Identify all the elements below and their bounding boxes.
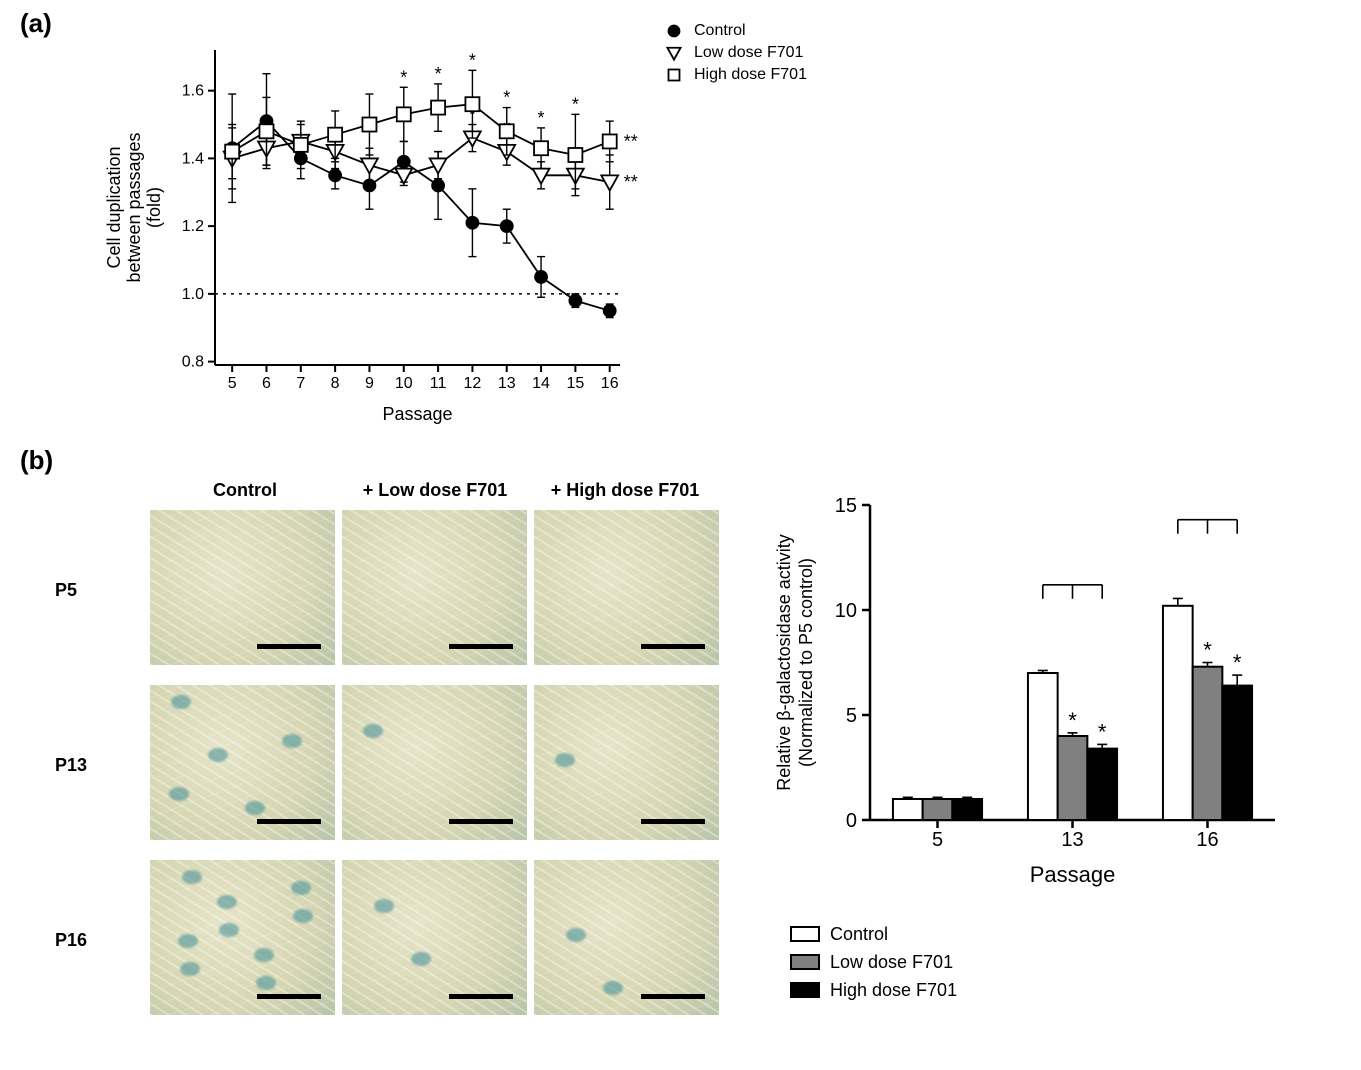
svg-text:Passage: Passage bbox=[382, 404, 452, 424]
legend-label: Low dose F701 bbox=[830, 952, 953, 973]
svg-text:0.8: 0.8 bbox=[182, 354, 204, 371]
panel-b-bar-chart: 0 5 10 15 Relative β-galactosidase activity(… bbox=[770, 490, 1290, 890]
svg-text:16: 16 bbox=[1196, 829, 1218, 851]
legend-swatch bbox=[790, 982, 820, 998]
svg-text:10: 10 bbox=[835, 600, 857, 622]
micrograph-image bbox=[342, 860, 527, 1015]
micrograph-row-label: P16 bbox=[55, 930, 87, 951]
svg-text:**: ** bbox=[624, 172, 638, 192]
svg-text:9: 9 bbox=[365, 375, 374, 392]
legend-item: Low dose F701 bbox=[660, 42, 807, 64]
micrograph-image bbox=[342, 510, 527, 665]
panel-b-label: (b) bbox=[20, 445, 53, 476]
micrograph-column-headers: Control+ Low dose F701+ High dose F701 bbox=[150, 480, 725, 501]
svg-text:13: 13 bbox=[1061, 829, 1083, 851]
micrograph-row-label: P13 bbox=[55, 755, 87, 776]
svg-text:10: 10 bbox=[395, 375, 413, 392]
svg-text:*: * bbox=[572, 94, 579, 114]
legend-label: High dose F701 bbox=[694, 66, 807, 84]
scale-bar bbox=[449, 644, 513, 649]
figure-root: (a) (b) 0.8 1.0 1.2 1.4 1.6 5 6 7 8 9 10 11 12 13 14 15… bbox=[0, 0, 1361, 1070]
svg-text:1.0: 1.0 bbox=[182, 286, 204, 303]
svg-text:Cell duplication: Cell duplication bbox=[104, 146, 124, 268]
svg-text:8: 8 bbox=[331, 375, 340, 392]
micrograph-image bbox=[150, 510, 335, 665]
scale-bar bbox=[641, 644, 705, 649]
micrograph-row-label: P5 bbox=[55, 580, 77, 601]
svg-text:15: 15 bbox=[566, 375, 584, 392]
scale-bar bbox=[449, 819, 513, 824]
svg-text:1.4: 1.4 bbox=[182, 150, 204, 167]
legend-label: Low dose F701 bbox=[694, 44, 803, 62]
svg-text:*: * bbox=[1068, 708, 1077, 733]
svg-text:Passage: Passage bbox=[1030, 862, 1116, 887]
svg-text:5: 5 bbox=[846, 705, 857, 727]
panel-a-line-chart: 0.8 1.0 1.2 1.4 1.6 5 6 7 8 9 10 11 12 13 14 15 16 Passag… bbox=[100, 30, 640, 430]
svg-text:5: 5 bbox=[932, 829, 943, 851]
legend-item: High dose F701 bbox=[660, 64, 807, 86]
svg-text:*: * bbox=[503, 88, 510, 108]
micrograph-row: P5 bbox=[95, 510, 725, 675]
micrograph-row: P16 bbox=[95, 860, 725, 1025]
scale-bar bbox=[449, 994, 513, 999]
svg-text:(Normalized to P5 control): (Normalized to P5 control) bbox=[796, 558, 816, 767]
svg-text:6: 6 bbox=[262, 375, 271, 392]
panel-b-micrographs: Control+ Low dose F701+ High dose F701 P… bbox=[95, 480, 725, 1040]
micrograph-image bbox=[150, 860, 335, 1015]
micrograph-image bbox=[534, 860, 719, 1015]
svg-text:**: ** bbox=[624, 131, 638, 151]
svg-text:15: 15 bbox=[835, 495, 857, 517]
svg-text:11: 11 bbox=[430, 375, 447, 392]
svg-text:5: 5 bbox=[228, 375, 237, 392]
scale-bar bbox=[257, 819, 321, 824]
scale-bar bbox=[641, 994, 705, 999]
svg-text:*: * bbox=[1098, 719, 1107, 744]
svg-text:7: 7 bbox=[296, 375, 305, 392]
svg-text:14: 14 bbox=[532, 375, 550, 392]
micrograph-col-head: + Low dose F701 bbox=[340, 480, 530, 501]
legend-swatch bbox=[790, 926, 820, 942]
svg-text:Relative β-galactosidase activ: Relative β-galactosidase activity bbox=[774, 534, 794, 790]
svg-text:(fold): (fold) bbox=[144, 187, 164, 228]
panel-a-legend: Control Low dose F701 High dose F701 bbox=[660, 20, 807, 86]
scale-bar bbox=[257, 644, 321, 649]
micrograph-image bbox=[342, 685, 527, 840]
svg-text:*: * bbox=[538, 108, 545, 128]
legend-item: Control bbox=[790, 920, 957, 948]
svg-text:0: 0 bbox=[846, 810, 857, 832]
legend-label: Control bbox=[830, 924, 888, 945]
micrograph-row: P13 bbox=[95, 685, 725, 850]
svg-text:12: 12 bbox=[464, 375, 482, 392]
svg-text:1.2: 1.2 bbox=[182, 218, 204, 235]
svg-text:*: * bbox=[1233, 650, 1242, 675]
svg-text:1.6: 1.6 bbox=[182, 83, 204, 100]
panel-a-label: (a) bbox=[20, 8, 52, 39]
panel-b-legend: Control Low dose F701 High dose F701 bbox=[790, 920, 957, 1004]
svg-text:*: * bbox=[1203, 638, 1212, 663]
micrograph-col-head: + High dose F701 bbox=[530, 480, 720, 501]
micrograph-col-head: Control bbox=[150, 480, 340, 501]
scale-bar bbox=[641, 819, 705, 824]
legend-label: Control bbox=[694, 22, 746, 40]
svg-text:13: 13 bbox=[498, 375, 516, 392]
micrograph-image bbox=[534, 510, 719, 665]
legend-swatch bbox=[790, 954, 820, 970]
svg-text:*: * bbox=[469, 50, 476, 70]
legend-item: High dose F701 bbox=[790, 976, 957, 1004]
svg-text:*: * bbox=[400, 67, 407, 87]
scale-bar bbox=[257, 994, 321, 999]
legend-item: Control bbox=[660, 20, 807, 42]
svg-text:16: 16 bbox=[601, 375, 619, 392]
svg-text:*: * bbox=[435, 64, 442, 84]
micrograph-image bbox=[534, 685, 719, 840]
svg-text:between passages: between passages bbox=[124, 132, 144, 282]
micrograph-image bbox=[150, 685, 335, 840]
legend-label: High dose F701 bbox=[830, 980, 957, 1001]
legend-item: Low dose F701 bbox=[790, 948, 957, 976]
